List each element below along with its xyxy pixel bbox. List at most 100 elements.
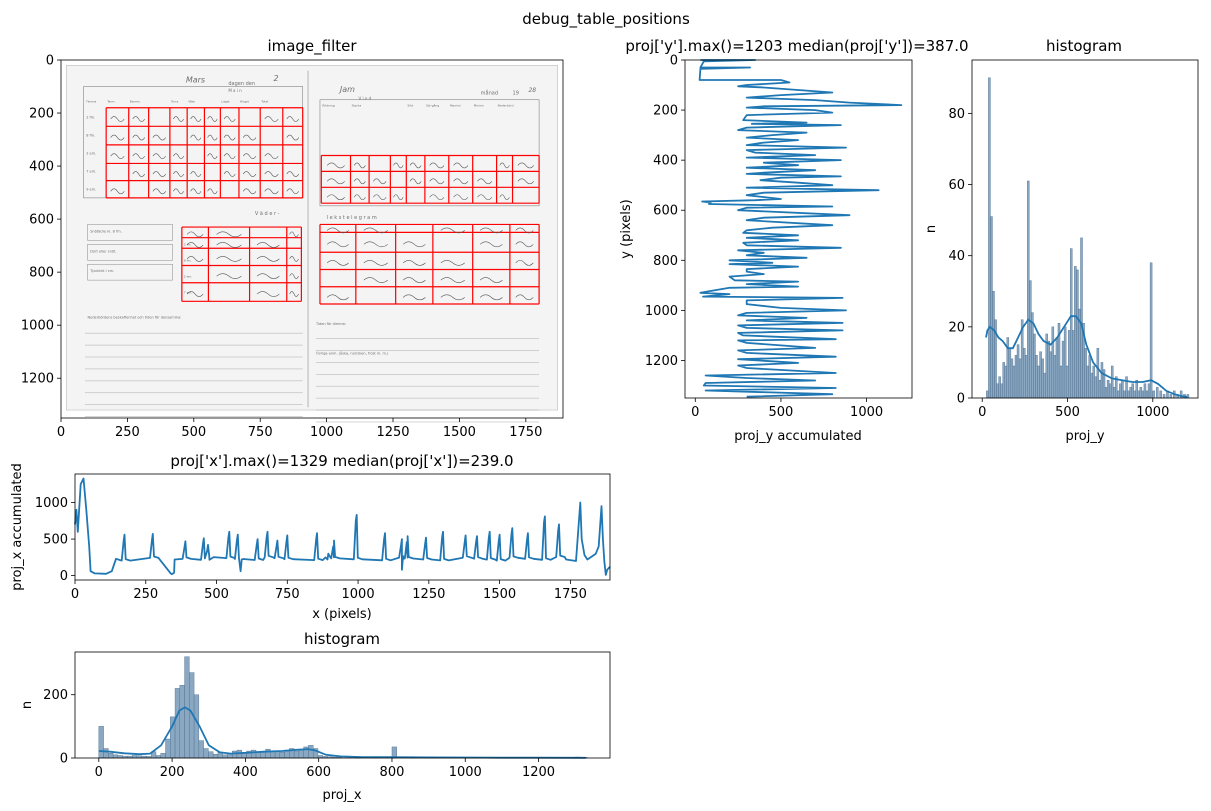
hist-y-bar — [998, 376, 1001, 399]
proj-x-series-line — [74, 477, 611, 576]
image-filter-ytick-label: 0 — [46, 54, 54, 69]
hist-x-bar — [293, 750, 300, 759]
hist-x-ytick-label: 200 — [43, 688, 68, 703]
hist-y-bar — [1047, 340, 1050, 399]
hist-y-ytick-label: 0 — [957, 392, 965, 407]
handwriting-mark — [216, 231, 242, 238]
handwriting-mark — [517, 178, 535, 185]
hist-x-bar — [108, 753, 114, 759]
proj-x-xtick-label: 750 — [275, 587, 300, 602]
figure-suptitle: debug_table_positions — [522, 10, 690, 29]
proj-x-axes: 0 250 500 750 1000 1250 1500 1750 0 500 1000 — [35, 496, 587, 602]
form-right-header: Riktning — [322, 103, 334, 107]
hist-y-bar — [1041, 358, 1044, 399]
hist-y-bar — [1051, 326, 1055, 399]
hist-y-bar — [1031, 312, 1034, 399]
handwriting-mark — [477, 194, 493, 201]
handwriting-mark — [110, 153, 125, 159]
hist-y-ylabel: n — [924, 225, 939, 233]
proj-x-xtick-label: 500 — [204, 587, 229, 602]
handwriting-mark — [256, 273, 280, 279]
handwriting-mark — [363, 277, 388, 283]
hist-x-xtick-label: 200 — [160, 765, 185, 780]
handwriting-mark — [186, 231, 204, 238]
document-image: Mars dagen den 2 Jam månad 19 28 M a i n V i n d… — [61, 60, 563, 423]
hist-y-bar — [1086, 365, 1089, 399]
form-row-label: 7 em. — [86, 169, 96, 173]
hist-y-bar — [1117, 390, 1120, 399]
hist-y-ytick-label: 80 — [948, 107, 965, 122]
hist-y-bar — [1145, 390, 1149, 399]
handwriting-mark — [373, 178, 387, 185]
hist-y-bar — [1010, 358, 1014, 399]
hist-y-bar — [1014, 355, 1018, 399]
hist-x-bar — [251, 749, 257, 759]
handwriting-mark — [207, 116, 218, 122]
hist-y-bar — [1127, 390, 1130, 399]
hist-y-bar — [1092, 365, 1096, 399]
hist-y-ytick-label: 20 — [948, 320, 965, 335]
hist-y-ytick-label: 40 — [948, 249, 965, 264]
form-left-group-header: M a i n — [228, 88, 242, 93]
hist-x-bar — [279, 752, 285, 759]
handwriting-mark — [479, 294, 503, 301]
proj-y-ytick-label: 800 — [653, 254, 678, 269]
proj-y-ytick-label: 1000 — [645, 304, 678, 319]
hist-x-bar — [260, 752, 266, 759]
hist-y-bar — [1159, 390, 1162, 399]
hist-y-xlabel: proj_y — [1065, 429, 1104, 444]
handwriting-mark — [440, 227, 465, 234]
form-telegram-row: 8 fm. — [184, 259, 192, 263]
handwriting-mark — [326, 241, 349, 248]
handwriting-mark — [190, 134, 202, 141]
form-telegram-row: 7 em. — [184, 290, 193, 294]
hist-y-bar — [1035, 355, 1038, 399]
hist-y-bar — [1119, 383, 1122, 399]
hist-y-bar — [1008, 347, 1012, 399]
handwriting-mark — [132, 134, 145, 141]
handwriting-mark — [256, 242, 280, 248]
handwriting-mark — [242, 153, 257, 159]
proj-y-ytick-label: 400 — [653, 154, 678, 169]
hist-x-xtick-label: 800 — [380, 765, 405, 780]
handwriting-mark — [429, 194, 445, 201]
hist-x-title: histogram — [304, 630, 380, 648]
form-left-label: Dort eller snöt. — [90, 249, 116, 253]
hist-y-plot — [985, 77, 1190, 399]
hist-y-bar — [1110, 365, 1114, 399]
proj-x-plot — [74, 477, 611, 576]
image-filter-xtick-label: 750 — [248, 425, 273, 440]
form-month: Mars — [186, 76, 205, 85]
hist-y-axes: 0 500 1000 0 20 40 60 80 — [948, 107, 1169, 420]
proj-x-ylabel: proj_x accumulated — [10, 463, 25, 591]
panel-proj-x: proj['x'].max()=1329 median(proj['x'])=2… — [10, 452, 611, 622]
form-left-header: Term. — [106, 99, 115, 103]
proj-y-ytick-label: 1200 — [645, 354, 678, 369]
handwriting-mark — [207, 153, 218, 159]
proj-y-xtick-label: 1000 — [850, 405, 883, 420]
handwriting-mark — [132, 171, 145, 177]
handwriting-mark — [264, 171, 279, 177]
handwriting-mark — [264, 116, 279, 122]
proj-x-xtick-label: 1250 — [412, 587, 445, 602]
hist-y-bar — [1147, 383, 1151, 399]
hist-y-bar — [1002, 362, 1005, 399]
handwriting-mark — [353, 194, 366, 201]
hist-y-bar — [1029, 280, 1032, 399]
hist-y-bar — [1129, 387, 1132, 399]
handwriting-mark — [173, 171, 184, 177]
hist-x-bar — [179, 685, 185, 759]
form-right-header: Sjö-gång — [426, 102, 439, 107]
image-filter-ytick-label: 1000 — [21, 319, 54, 334]
handwriting-mark — [393, 194, 404, 201]
form-left-header: Barom. — [130, 99, 141, 103]
proj-x-title: proj['x'].max()=1329 median(proj['x'])=2… — [170, 452, 513, 470]
hist-y-bar — [1037, 365, 1040, 399]
handwriting-mark — [216, 256, 242, 262]
panel-hist-x: histogram 0 200 400 600 800 1000 1200 0 200 proj… — [20, 630, 611, 803]
hist-y-bar — [1076, 269, 1079, 399]
hist-x-bar — [212, 754, 219, 759]
hist-x-xtick-label: 0 — [95, 765, 103, 780]
hist-x-bar — [270, 751, 276, 759]
handwriting-mark — [453, 194, 469, 201]
